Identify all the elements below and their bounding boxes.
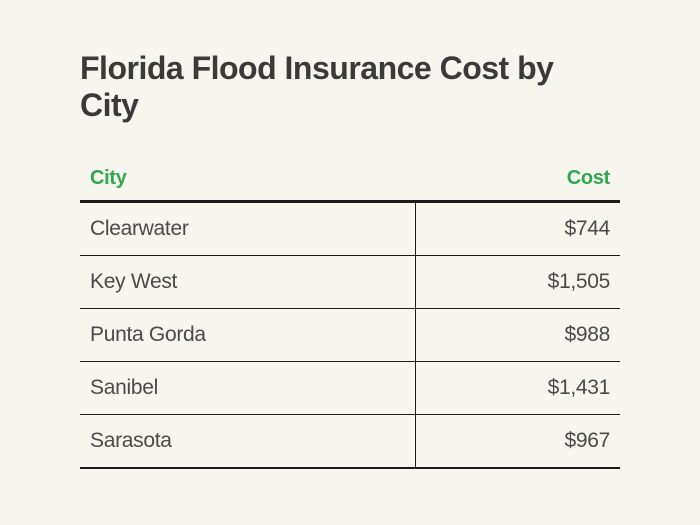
page-title: Florida Flood Insurance Cost by City [80, 50, 620, 124]
table-row: Key West $1,505 [80, 256, 620, 309]
cell-cost: $967 [416, 415, 620, 469]
table-row: Clearwater $744 [80, 202, 620, 256]
cell-city: Sarasota [80, 415, 416, 469]
table-header-row: City Cost [80, 159, 620, 202]
cell-cost: $1,431 [416, 362, 620, 415]
table-row: Sarasota $967 [80, 415, 620, 469]
cost-table: City Cost Clearwater $744 Key West $1,50… [80, 159, 620, 469]
table-row: Punta Gorda $988 [80, 309, 620, 362]
column-header-cost: Cost [416, 159, 620, 202]
cell-city: Sanibel [80, 362, 416, 415]
table-row: Sanibel $1,431 [80, 362, 620, 415]
cell-city: Key West [80, 256, 416, 309]
cell-city: Clearwater [80, 202, 416, 256]
cell-cost: $744 [416, 202, 620, 256]
cell-city: Punta Gorda [80, 309, 416, 362]
column-header-city: City [80, 159, 416, 202]
cell-cost: $988 [416, 309, 620, 362]
cell-cost: $1,505 [416, 256, 620, 309]
